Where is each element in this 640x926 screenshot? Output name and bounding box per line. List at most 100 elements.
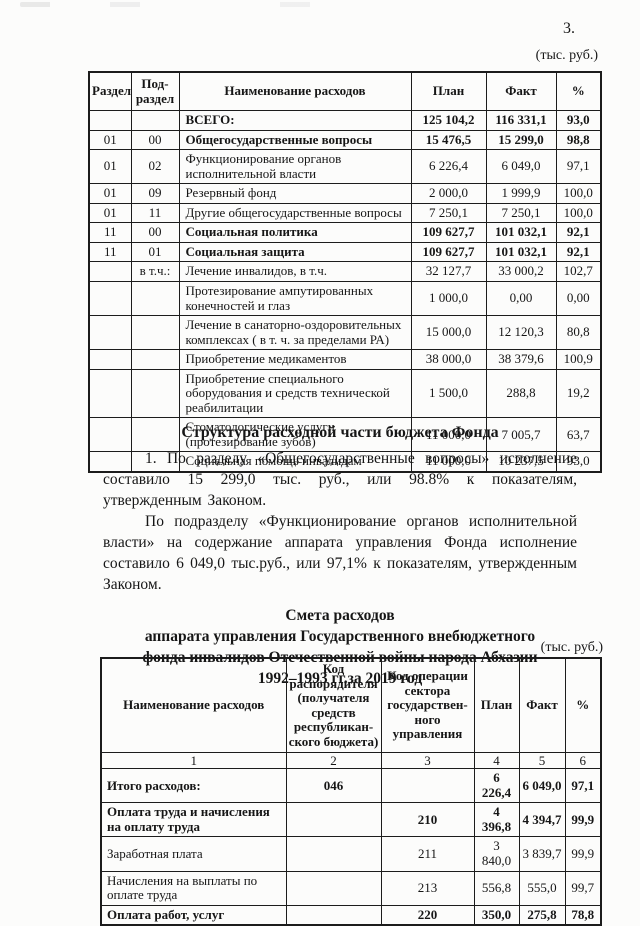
cell-fact: 10 237,5 [485, 451, 557, 473]
cell-fact: 12 120,3 [485, 315, 557, 351]
column-header-code-operation: Код операции сектора государствен-ного у… [380, 657, 475, 754]
cell-name: Стоматологические услуги (протезирование… [178, 417, 412, 453]
page-number: 3. [563, 20, 575, 37]
column-header-plan: План [410, 71, 487, 112]
cell-pct: 93,0 [555, 110, 602, 131]
cell-code1 [285, 836, 382, 872]
table-row: 01 09 Резервный фонд 2 000,0 1 999,9 100,0 [88, 183, 602, 204]
cell-name: Резервный фонд [178, 183, 412, 204]
cell-podrazdel: 00 [130, 222, 180, 243]
cell-podrazdel [130, 417, 180, 453]
cell-pct: 99,7 [564, 870, 602, 906]
cell-code1 [285, 802, 382, 838]
cell-pct: 102,7 [555, 261, 602, 283]
cell-name: Заработная плата [100, 836, 287, 872]
cell-plan: 6 226,4 [473, 768, 520, 804]
table-row: Стоматологические услуги (протезирование… [88, 417, 602, 453]
cell-razdel [88, 417, 132, 453]
cell-name: Оплата работ, услуг [100, 904, 287, 926]
cell-razdel: 11 [88, 241, 132, 263]
column-header-name: Наименование расходов [100, 657, 287, 754]
table-body: ВСЕГО: 125 104,2 116 331,1 93,0 01 00 Общегосу… [88, 110, 602, 473]
column-number-2: 2 [285, 752, 382, 770]
table-row: Приобретение специального оборудования и… [88, 368, 602, 419]
table-row: Социальная помощь инвалидам 11 000,0 10 23… [88, 451, 602, 473]
cell-pct: 98,8 [555, 129, 602, 151]
column-header-pct: % [555, 71, 602, 112]
table-row: 11 01 Социальная защита 109 627,7 101 032,1 9… [88, 241, 602, 263]
cell-plan: 15 000,0 [410, 315, 487, 351]
cell-plan: 7 250,1 [410, 202, 487, 224]
cell-pct: 99,9 [564, 836, 602, 872]
cell-plan: 125 104,2 [410, 110, 487, 131]
cell-code1 [285, 870, 382, 906]
cell-name: Приобретение специального оборудования и… [178, 368, 412, 419]
cell-pct: 100,9 [555, 349, 602, 370]
section-heading: Структура расходной части бюджета Фонда [181, 424, 499, 441]
cell-plan: 3 840,0 [473, 836, 520, 872]
cell-name: Лечение инвалидов, в т.ч. [178, 261, 412, 283]
cell-plan: 38 000,0 [410, 349, 487, 370]
units-label-mid: (тыс. руб.) [540, 640, 603, 655]
cell-razdel: 01 [88, 149, 132, 185]
cell-razdel [88, 315, 132, 351]
cell-name: Приобретение медикаментов [178, 349, 412, 370]
cell-fact: 101 032,1 [485, 241, 557, 263]
units-label-top: (тыс. руб.) [535, 48, 598, 63]
cell-plan: 11 000,0 [410, 417, 487, 453]
cell-code1 [285, 904, 382, 926]
cell-razdel: 01 [88, 202, 132, 224]
column-number-1: 1 [100, 752, 287, 770]
budget-expenses-table: Раздел Под-раздел Наименование расходов … [88, 71, 602, 474]
apparatus-expenses-table: Наименование расходов Код распорядителя … [100, 657, 602, 926]
cell-fact: 15 299,0 [485, 129, 557, 151]
table-header-row: Раздел Под-раздел Наименование расходов … [88, 71, 602, 112]
cell-razdel [88, 281, 132, 317]
cell-pct: 100,0 [555, 183, 602, 204]
cell-podrazdel: 00 [130, 129, 180, 151]
cell-code1: 046 [285, 768, 382, 804]
cell-plan: 2 000,0 [410, 183, 487, 204]
column-number-4: 4 [473, 752, 520, 770]
cell-fact: 555,0 [518, 870, 566, 906]
cell-fact: 101 032,1 [485, 222, 557, 243]
column-header-plan: План [473, 657, 520, 754]
cell-code2: 220 [380, 904, 475, 926]
table-row: Начисления на выплаты по оплате труда 213… [100, 870, 602, 906]
table-row: 01 02 Функционирование органов исполнитель… [88, 149, 602, 185]
cell-fact: 288,8 [485, 368, 557, 419]
cell-fact: 275,8 [518, 904, 566, 926]
cell-podrazdel [130, 110, 180, 131]
column-header-fact: Факт [518, 657, 566, 754]
cell-plan: 109 627,7 [410, 241, 487, 263]
scan-artifact [20, 2, 440, 7]
cell-fact: 6 049,0 [518, 768, 566, 804]
column-numbering-row: 1 2 3 4 5 6 [100, 752, 602, 770]
cell-fact: 0,00 [485, 281, 557, 317]
column-number-6: 6 [564, 752, 602, 770]
table-header-row: Наименование расходов Код распорядителя … [100, 657, 602, 754]
cell-podrazdel: 02 [130, 149, 180, 185]
cell-name: Функционирование органов исполнительной … [178, 149, 412, 185]
table-row: ВСЕГО: 125 104,2 116 331,1 93,0 [88, 110, 602, 131]
cell-code2: 213 [380, 870, 475, 906]
cell-fact: 7 250,1 [485, 202, 557, 224]
table-row: Оплата работ, услуг 220 350,0 275,8 78,8 [100, 904, 602, 926]
table-body: Итого расходов: 046 6 226,4 6 049,0 97,1 Опла… [100, 768, 602, 926]
cell-pct: 78,8 [564, 904, 602, 926]
cell-plan: 350,0 [473, 904, 520, 926]
cell-pct: 92,1 [555, 222, 602, 243]
table-row: Итого расходов: 046 6 226,4 6 049,0 97,1 [100, 768, 602, 804]
cell-name: Социальная политика [178, 222, 412, 243]
column-number-3: 3 [380, 752, 475, 770]
narrative-section: Структура расходной части бюджета Фонда … [103, 424, 577, 689]
document-page: 3. (тыс. руб.) Раздел Под-раздел Наимено… [20, 2, 603, 926]
cell-name: ВСЕГО: [178, 110, 412, 131]
cell-plan: 15 476,5 [410, 129, 487, 151]
cell-name: Оплата труда и начисления на оплату труд… [100, 802, 287, 838]
cell-pct: 80,8 [555, 315, 602, 351]
cell-podrazdel: в т.ч.: [130, 261, 180, 283]
cell-fact: 3 839,7 [518, 836, 566, 872]
cell-pct: 0,00 [555, 281, 602, 317]
smeta-heading-line-1: Смета расходов [285, 607, 395, 624]
